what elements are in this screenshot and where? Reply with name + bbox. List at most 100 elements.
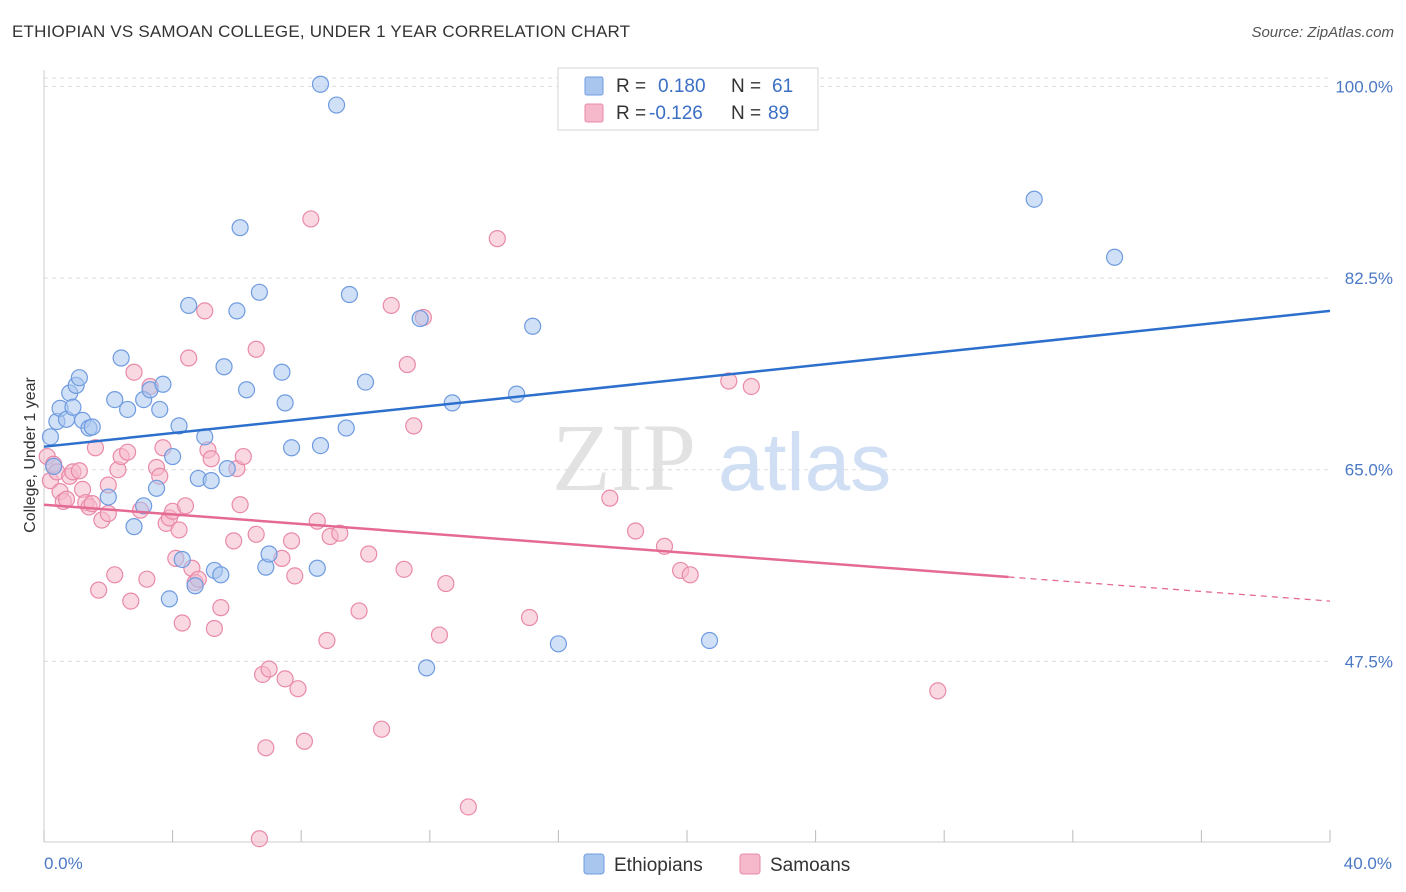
bottom-legend-label-samoans: Samoans [770,855,850,876]
data-point [601,489,619,507]
data-point [356,373,375,391]
data-point [273,363,291,381]
data-point [286,567,304,585]
chart-title: ETHIOPIAN VS SAMOAN COLLEGE, UNDER 1 YEA… [12,22,631,41]
watermark-zip: ZIP [552,404,696,511]
legend-n-label-samoans: N = [731,103,761,124]
data-point [282,532,301,550]
watermark: ZIP atlas [552,404,891,511]
data-point [411,309,429,328]
data-point [1025,190,1043,208]
data-point [257,739,275,757]
data-point [160,590,178,608]
data-point [520,608,539,627]
data-point [64,398,82,416]
data-point [742,377,760,396]
data-point [331,524,349,542]
legend-swatch-ethiopians [584,76,604,96]
data-point [212,599,230,617]
legend-r-label-samoans: R = [616,103,646,124]
y-axis-label: College, Under 1 year [22,377,39,533]
data-point [180,349,198,367]
data-point [250,830,269,848]
data-point [340,285,359,304]
data-point [488,230,506,248]
data-point [524,317,542,335]
data-point [405,417,423,435]
y-tick-label: 100.0% [1335,77,1393,96]
legend-r-value-samoans: -0.126 [649,103,703,124]
data-point [170,521,188,539]
data-point [180,296,198,315]
data-point [118,400,137,419]
data-point [549,635,568,653]
data-point [45,457,63,476]
data-point [138,570,156,588]
data-point [147,479,166,497]
data-point [382,296,400,315]
data-point [372,720,391,738]
data-point [276,670,294,688]
bottom-legend-swatch-ethiopians [583,853,605,875]
y-tick-label: 82.5% [1345,269,1393,288]
data-point [459,798,477,816]
data-point [125,518,143,536]
trend-lines [43,309,1331,602]
data-point [41,428,60,446]
data-point [164,447,182,466]
top-legend: R = 0.180 N = 61 R = -0.126 N = 89 [557,67,819,131]
data-point [196,302,214,320]
data-point [337,419,355,437]
data-point [327,96,346,114]
data-point [260,545,278,563]
data-point [228,302,246,320]
data-point [212,566,230,584]
data-point [302,210,320,228]
data-point [154,375,172,393]
data-point [205,619,223,638]
data-point [173,550,191,569]
data-point [626,522,645,540]
bottom-legend-swatch-samoans [739,853,761,875]
data-point [70,462,88,480]
data-point [135,497,153,515]
data-point [417,659,436,677]
data-point [231,219,249,237]
data-point [86,439,105,457]
data-point [83,418,101,436]
data-point [276,394,294,412]
data-point [176,497,195,515]
data-point [106,391,124,409]
data-point [234,447,252,466]
data-point [173,614,191,632]
x-tick-label: 40.0% [1344,854,1392,873]
legend-swatch-samoans [584,103,604,123]
data-point [395,560,413,578]
y-tick-label: 65.0% [1345,461,1393,480]
trend-line-dashed [1008,576,1331,602]
data-point [202,472,220,490]
data-point [215,358,233,376]
data-point [122,592,140,610]
data-point [929,682,947,700]
trend-line [43,309,1331,448]
data-point [99,488,117,506]
series-samoans [38,210,947,848]
bottom-legend-label-ethiopians: Ethiopians [614,855,703,876]
tick-labels: 100.0% 82.5% 65.0% 47.5% 0.0% 40.0% [44,77,1393,873]
chart-source: Source: ZipAtlas.com [1251,24,1394,41]
data-point [508,385,526,403]
data-point [106,566,124,584]
data-point [318,631,336,650]
data-point [289,680,307,698]
trend-line [43,503,1009,579]
watermark-atlas: atlas [718,417,891,508]
data-point [70,369,88,387]
legend-r-label-ethiopians: R = [616,76,646,97]
data-point [250,283,269,301]
data-point [186,577,204,595]
data-point [282,439,301,457]
data-point [237,381,256,399]
data-point [118,443,137,461]
